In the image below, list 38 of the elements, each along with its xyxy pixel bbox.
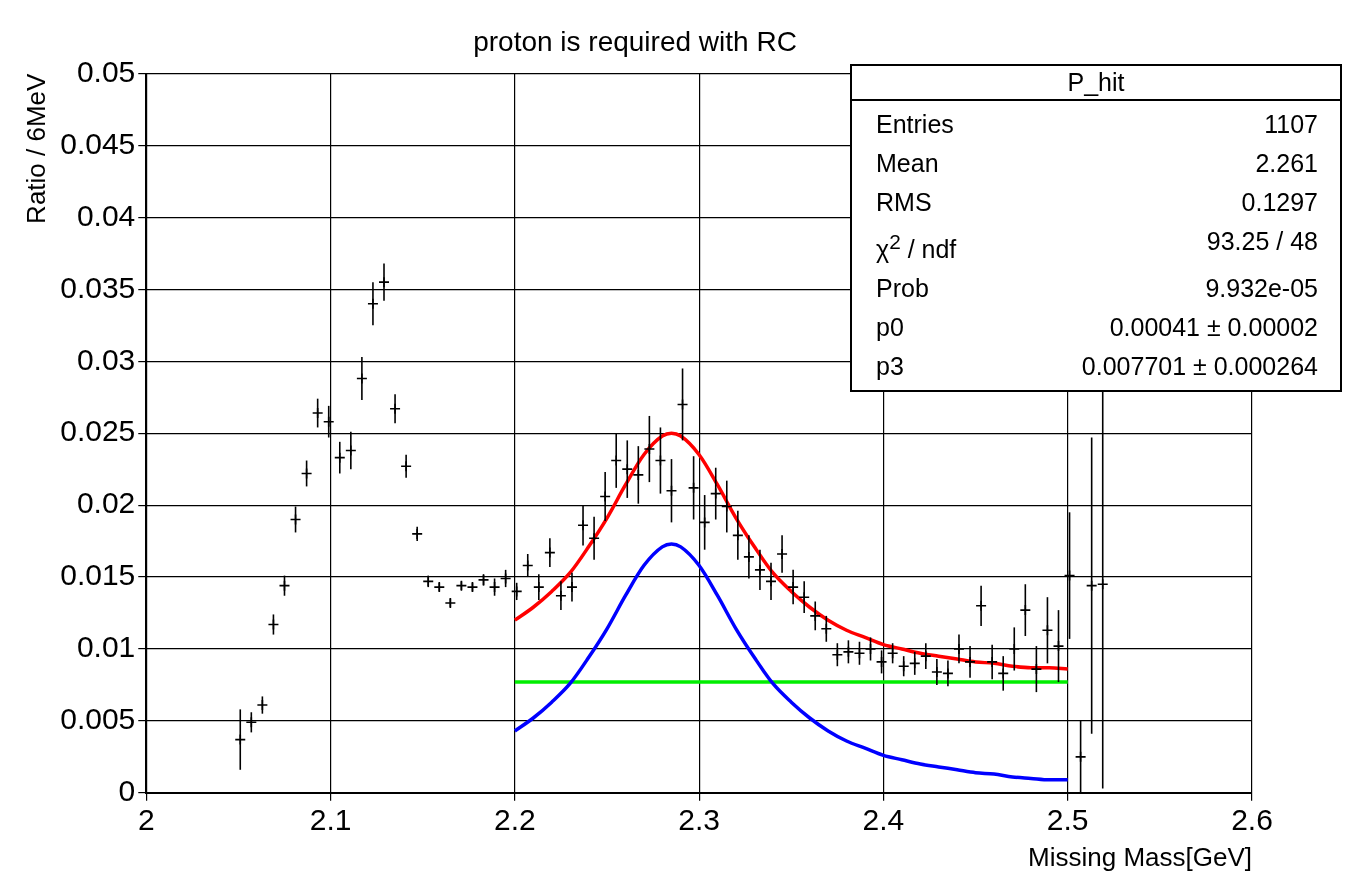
x-tick-label: 2.5 bbox=[1046, 803, 1089, 837]
text: 2.261 bbox=[1255, 148, 1318, 179]
line-series bbox=[513, 542, 1070, 782]
y-tick-label: 0.02 bbox=[76, 486, 136, 520]
y-tick-label: 0.025 bbox=[60, 414, 136, 448]
text: 1107 bbox=[1264, 109, 1318, 140]
y-axis-title: Ratio / 6MeV bbox=[20, 72, 51, 224]
annotation: Prob bbox=[876, 273, 929, 305]
annotation: p0 bbox=[876, 312, 904, 344]
x-tick-label: 2.4 bbox=[862, 803, 905, 837]
x-tick-label: 2.3 bbox=[678, 803, 720, 837]
y-tick-label: 0.045 bbox=[60, 126, 136, 160]
annotation: 9.932e-05 bbox=[1205, 273, 1318, 305]
annotation: Entries bbox=[876, 109, 954, 140]
annotation: Mean bbox=[876, 148, 939, 179]
y-tick-label: 0 bbox=[118, 774, 136, 808]
y-tick-label: 0.01 bbox=[76, 630, 136, 664]
annotation: 0.1297 bbox=[1241, 187, 1318, 218]
x-tick-label: 2.6 bbox=[1231, 803, 1273, 837]
annotation: χ$^{2}$ / ndf bbox=[876, 229, 957, 266]
annotation: 93.25 / 48 bbox=[1206, 226, 1318, 257]
y-tick-label: 0.05 bbox=[76, 54, 136, 88]
annotation: 0.007701 ± 0.000264 bbox=[1081, 351, 1318, 383]
annotation: 0.00041 ± 0.00002 bbox=[1109, 312, 1318, 344]
y-tick-label: 0.03 bbox=[76, 342, 136, 376]
annotation: P_hit bbox=[852, 66, 1340, 101]
line-series bbox=[513, 431, 1070, 671]
annotation: RMS bbox=[876, 187, 932, 218]
x-tick-label: 2.1 bbox=[309, 803, 352, 837]
x-axis-title: Missing Mass[GeV] bbox=[1028, 841, 1252, 872]
x-tick-label: 2 bbox=[137, 803, 155, 837]
y-tick-label: 0.035 bbox=[60, 270, 136, 304]
chart-title: proton is required with RC bbox=[473, 25, 797, 57]
x-tick-label: 2.2 bbox=[493, 803, 536, 837]
y-tick-label: 0.04 bbox=[76, 198, 136, 232]
y-tick-label: 0.005 bbox=[60, 702, 136, 736]
annotation: p3 bbox=[876, 351, 904, 383]
y-tick-label: 0.015 bbox=[60, 558, 136, 592]
